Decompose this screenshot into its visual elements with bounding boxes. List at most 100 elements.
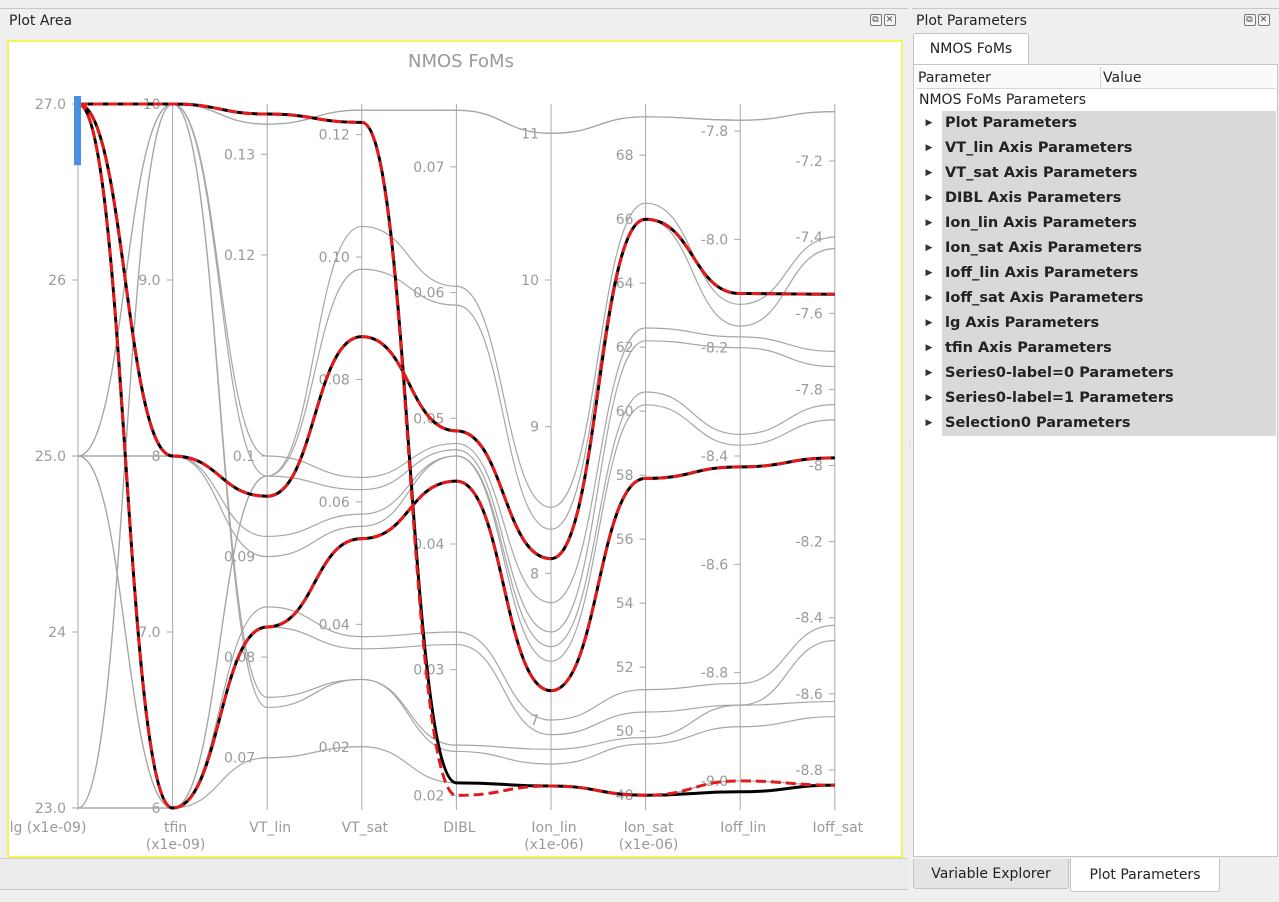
axis-label: DIBL (443, 820, 476, 836)
tick-label: 7 (530, 713, 539, 729)
dock-float-icon[interactable]: ⧉ (870, 14, 882, 26)
tree-item-tfin[interactable]: ▶ tfin Axis Parameters (916, 336, 1276, 361)
tick-label: 58 (616, 468, 634, 484)
series-line-red (77, 102, 835, 561)
parallel-coordinates-chart[interactable]: NMOS FoMs 27.0 26 25.0 24 23.0 lg (x1e-09) 10 9.… (9, 42, 905, 860)
tree-item-lg[interactable]: ▶ lg Axis Parameters (916, 311, 1276, 336)
chart-title: NMOS FoMs (408, 51, 514, 72)
tree-item-ion-lin[interactable]: ▶ Ion_lin Axis Parameters (916, 211, 1276, 236)
axis-label: VT_sat (342, 820, 389, 836)
tick-label: -7.6 (795, 306, 822, 322)
tree-item-dibl[interactable]: ▶ DIBL Axis Parameters (916, 186, 1276, 211)
series-line-red (77, 102, 835, 810)
plot-area-title: Plot Area (9, 13, 73, 29)
dock-close-icon[interactable]: ✕ (884, 14, 896, 26)
tree-item-label: Ioff_lin Axis Parameters (942, 261, 1276, 286)
tree-item-label: Ioff_sat Axis Parameters (942, 286, 1276, 311)
tick-label: -7.8 (701, 124, 728, 140)
tree-item-label: VT_lin Axis Parameters (942, 136, 1276, 161)
tick-label: -8.2 (795, 535, 822, 551)
tick-label: 0.04 (413, 537, 444, 553)
tree-item-selection0[interactable]: ▶ Selection0 Parameters (916, 411, 1276, 436)
tree-item-label: VT_sat Axis Parameters (942, 161, 1276, 186)
tree-expand-arrow-icon[interactable]: ▶ (916, 136, 942, 161)
plot-area-pane: Plot Area ⧉ ✕ (0, 8, 908, 892)
tick-label: 9 (530, 420, 539, 436)
plot-parameters-pane: Plot Parameters ⧉ ✕ (912, 8, 1279, 892)
tree-expand-arrow-icon[interactable]: ▶ (916, 261, 942, 286)
tick-label: 0.07 (413, 160, 444, 176)
tree-expand-arrow-icon[interactable]: ▶ (916, 111, 942, 136)
tick-label: -8.4 (795, 611, 822, 627)
selection-brush[interactable] (74, 96, 81, 166)
series-line-gray (77, 404, 835, 662)
tree-item-series0-label1[interactable]: ▶ Series0-label=1 Parameters (916, 386, 1276, 411)
tree-expand-arrow-icon[interactable]: ▶ (916, 161, 942, 186)
tree-item-label: Ion_sat Axis Parameters (942, 236, 1276, 261)
tree-item-label: Series0-label=1 Parameters (942, 386, 1276, 411)
tick-label: 24 (48, 625, 66, 641)
tick-label: 25.0 (35, 449, 66, 465)
tree-header-value[interactable]: Value (1103, 70, 1142, 86)
tree-item-vt-lin[interactable]: ▶ VT_lin Axis Parameters (916, 136, 1276, 161)
tick-label: 48 (616, 788, 634, 804)
tab-variable-explorer[interactable]: Variable Explorer (913, 859, 1069, 889)
parameter-tree[interactable]: Parameter Value NMOS FoMs Parameters ▶ Pl… (913, 64, 1278, 857)
tree-expand-arrow-icon[interactable]: ▶ (916, 361, 942, 386)
tick-label: 6 (152, 801, 161, 817)
tree-expand-arrow-icon[interactable]: ▶ (916, 411, 942, 436)
tick-label: 0.12 (224, 248, 255, 264)
tick-label: 27.0 (35, 97, 66, 113)
tick-label: 0.07 (224, 751, 255, 767)
tree-item-series0-label0[interactable]: ▶ Series0-label=0 Parameters (916, 361, 1276, 386)
tree-item-ioff-sat[interactable]: ▶ Ioff_sat Axis Parameters (916, 286, 1276, 311)
tick-label: 0.02 (319, 740, 350, 756)
tick-label: -7.4 (795, 230, 822, 246)
tick-label: -8.6 (701, 557, 728, 573)
plot-canvas[interactable]: NMOS FoMs 27.0 26 25.0 24 23.0 lg (x1e-09) 10 9.… (7, 40, 903, 858)
tree-header-parameter[interactable]: Parameter (916, 67, 1101, 88)
tick-label: 52 (616, 660, 634, 676)
tick-label: -8 (809, 459, 823, 475)
tick-label: 56 (616, 532, 634, 548)
tree-expand-arrow-icon[interactable]: ▶ (916, 336, 942, 361)
bottom-tab-bar: Variable Explorer Plot Parameters (912, 858, 1279, 892)
series-line-red (78, 102, 835, 797)
tick-label: 50 (616, 724, 634, 740)
series-line-gray (77, 391, 835, 648)
tree-expand-arrow-icon[interactable]: ▶ (916, 386, 942, 411)
axis-label: Ion_sat (624, 820, 674, 836)
tree-expand-arrow-icon[interactable]: ▶ (916, 286, 942, 311)
tree-expand-arrow-icon[interactable]: ▶ (916, 311, 942, 336)
tick-label: 0.1 (233, 449, 255, 465)
tree-item-label: Series0-label=0 Parameters (942, 361, 1276, 386)
tree-expand-arrow-icon[interactable]: ▶ (916, 186, 942, 211)
tick-label: 54 (616, 596, 634, 612)
tick-label: -7.8 (795, 382, 822, 398)
tree-root-item[interactable]: NMOS FoMs Parameters (919, 92, 1086, 108)
tick-label: 0.10 (319, 250, 350, 266)
tick-label: -7.2 (795, 154, 822, 170)
dock-float-icon[interactable]: ⧉ (1244, 14, 1256, 26)
tree-item-label: lg Axis Parameters (942, 311, 1276, 336)
tree-expand-arrow-icon[interactable]: ▶ (916, 236, 942, 261)
tick-label: 66 (616, 212, 634, 228)
axis-label: Ion_lin (531, 820, 576, 836)
tick-label: -8.8 (701, 666, 728, 682)
tree-item-ioff-lin[interactable]: ▶ Ioff_lin Axis Parameters (916, 261, 1276, 286)
tab-nmos-foms[interactable]: NMOS FoMs (913, 33, 1029, 65)
dock-close-icon[interactable]: ✕ (1258, 14, 1270, 26)
tick-label: 62 (616, 340, 634, 356)
tab-plot-parameters[interactable]: Plot Parameters (1070, 858, 1220, 892)
tree-item-label: Ion_lin Axis Parameters (942, 211, 1276, 236)
tick-label: 10 (521, 273, 539, 289)
tree-item-plot-parameters[interactable]: ▶ Plot Parameters (916, 111, 1276, 136)
tree-item-label: Selection0 Parameters (942, 411, 1276, 436)
tree-item-vt-sat[interactable]: ▶ VT_sat Axis Parameters (916, 161, 1276, 186)
axis-label: tfin (164, 820, 187, 836)
tree-expand-arrow-icon[interactable]: ▶ (916, 211, 942, 236)
tick-label: -8.0 (701, 232, 728, 248)
tree-item-ion-sat[interactable]: ▶ Ion_sat Axis Parameters (916, 236, 1276, 261)
dock-splitter-handle[interactable]: ⋮ (906, 438, 914, 447)
